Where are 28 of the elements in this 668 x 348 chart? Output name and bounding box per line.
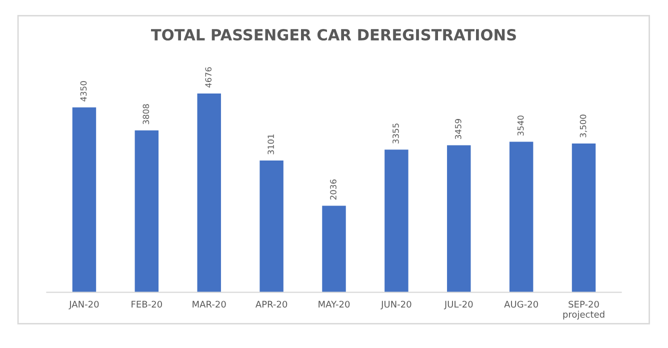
data-label: 3808 (142, 104, 150, 124)
bar (134, 130, 159, 292)
x-tick-label: APR-20 (255, 300, 288, 308)
data-label: 3459 (455, 119, 462, 140)
x-tick-label: MAR-20 (192, 300, 226, 308)
bar (447, 145, 471, 292)
bar (572, 143, 596, 292)
x-tick-label: JAN-20 (68, 300, 99, 310)
x-tick-label: JUL-20 (444, 300, 473, 310)
chart-title: TOTAL PASSENGER CAR DEREGISTRATIONS (151, 28, 516, 41)
data-label: 4676 (205, 67, 212, 88)
data-label: 3101 (268, 134, 274, 154)
bar (509, 142, 534, 292)
bar (384, 150, 408, 292)
bar (322, 206, 346, 292)
x-tick-label: SEP-20 projected (563, 300, 604, 320)
x-tick-label: FEB-20 (132, 300, 162, 308)
x-tick-label: AUG-20 (504, 300, 538, 308)
data-label: 3540 (517, 116, 524, 136)
data-label: 3,500 (580, 114, 588, 138)
bar (260, 160, 284, 292)
data-label: 3355 (392, 124, 399, 144)
data-label: 4350 (80, 81, 87, 102)
x-tick-label: MAY-20 (318, 300, 350, 308)
x-tick-label: JUN-20 (380, 300, 412, 310)
data-label: 2036 (330, 179, 336, 200)
bar (72, 107, 96, 292)
bar (197, 93, 221, 292)
